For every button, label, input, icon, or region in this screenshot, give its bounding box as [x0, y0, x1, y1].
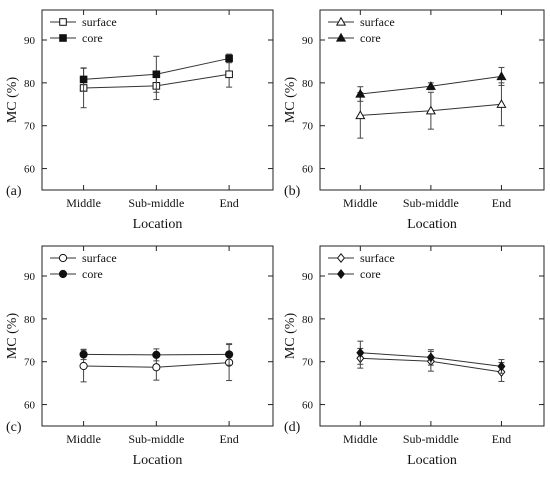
legend-label: core — [360, 267, 381, 281]
y-tick-label: 70 — [24, 121, 36, 133]
y-tick-label: 80 — [302, 78, 314, 90]
y-tick-label: 90 — [24, 35, 36, 47]
series-core — [80, 54, 232, 92]
x-tick-label: Sub-middle — [403, 196, 459, 210]
y-tick-label: 70 — [302, 357, 314, 369]
panel-label: (a) — [6, 184, 22, 199]
chart-panel-c: 60 70 80 90 Middle Sub-middle End Location MC (%… — [5, 246, 273, 468]
legend-marker — [59, 254, 66, 261]
y-axis-title: MC (%) — [283, 313, 298, 360]
chart-panel-d: 60 70 80 90 Middle Sub-middle End Location MC (%… — [283, 246, 544, 468]
legend-marker — [338, 254, 345, 262]
panel-label: (b) — [284, 184, 301, 199]
data-point-core — [498, 362, 505, 370]
data-point-surface — [153, 364, 160, 371]
legend-label: surface — [82, 15, 117, 29]
x-axis-title: Location — [133, 217, 183, 232]
legend-label: surface — [82, 251, 117, 265]
x-tick-label: End — [492, 196, 511, 210]
data-point-core — [153, 351, 160, 358]
data-point-core — [226, 55, 233, 62]
series-surface — [356, 83, 506, 138]
data-point-core — [80, 76, 87, 83]
data-point-core — [226, 351, 233, 358]
x-tick-label: Middle — [66, 432, 101, 446]
y-tick-label: 90 — [24, 271, 36, 283]
y-tick-label: 70 — [302, 121, 314, 133]
y-tick-label: 60 — [24, 164, 36, 176]
data-point-core — [357, 349, 364, 357]
x-tick-label: End — [492, 432, 511, 446]
x-axis-title: Location — [407, 453, 457, 468]
data-point-surface — [80, 362, 87, 369]
x-tick-label: Sub-middle — [128, 196, 184, 210]
data-point-core — [153, 71, 160, 78]
legend-label: surface — [360, 251, 395, 265]
data-point-surface — [497, 100, 505, 107]
x-axis-title: Location — [407, 217, 457, 232]
y-tick-label: 60 — [302, 400, 314, 412]
y-tick-label: 80 — [24, 78, 36, 90]
legend-label: core — [360, 31, 381, 45]
y-tick-label: 60 — [24, 400, 36, 412]
x-tick-label: Middle — [343, 432, 378, 446]
legend-label: core — [82, 31, 103, 45]
legend-marker — [337, 18, 345, 25]
x-tick-label: End — [219, 432, 238, 446]
plot-frame — [320, 246, 544, 426]
legend-marker — [59, 270, 66, 277]
y-tick-label: 80 — [24, 314, 36, 326]
y-tick-label: 60 — [302, 164, 314, 176]
y-axis-title: MC (%) — [283, 77, 298, 124]
y-tick-label: 80 — [302, 314, 314, 326]
x-tick-label: Sub-middle — [128, 432, 184, 446]
legend-label: surface — [360, 15, 395, 29]
y-axis-title: MC (%) — [5, 77, 20, 124]
legend-marker — [60, 19, 67, 26]
y-tick-label: 90 — [302, 35, 314, 47]
plot-frame — [320, 10, 544, 190]
y-tick-label: 70 — [24, 357, 36, 369]
legend-marker — [60, 35, 67, 42]
x-tick-label: Sub-middle — [403, 432, 459, 446]
legend-label: core — [82, 267, 103, 281]
data-point-core — [80, 351, 87, 358]
data-point-core — [497, 72, 505, 79]
chart-panel-a: 60 70 80 90 Middle Sub-middle End Location MC (%… — [5, 10, 273, 232]
data-point-surface — [226, 71, 233, 78]
x-tick-label: Middle — [66, 196, 101, 210]
panel-label: (c) — [6, 420, 22, 435]
legend-marker — [337, 34, 345, 41]
x-axis-title: Location — [133, 453, 183, 468]
legend-marker — [338, 270, 345, 278]
plot-frame — [42, 246, 273, 426]
y-axis-title: MC (%) — [5, 313, 20, 360]
panel-label: (d) — [284, 420, 301, 435]
x-tick-label: End — [219, 196, 238, 210]
x-tick-label: Middle — [343, 196, 378, 210]
chart-panel-b: 60 70 80 90 Middle Sub-middle End Location MC (%… — [283, 10, 544, 232]
y-tick-label: 90 — [302, 271, 314, 283]
